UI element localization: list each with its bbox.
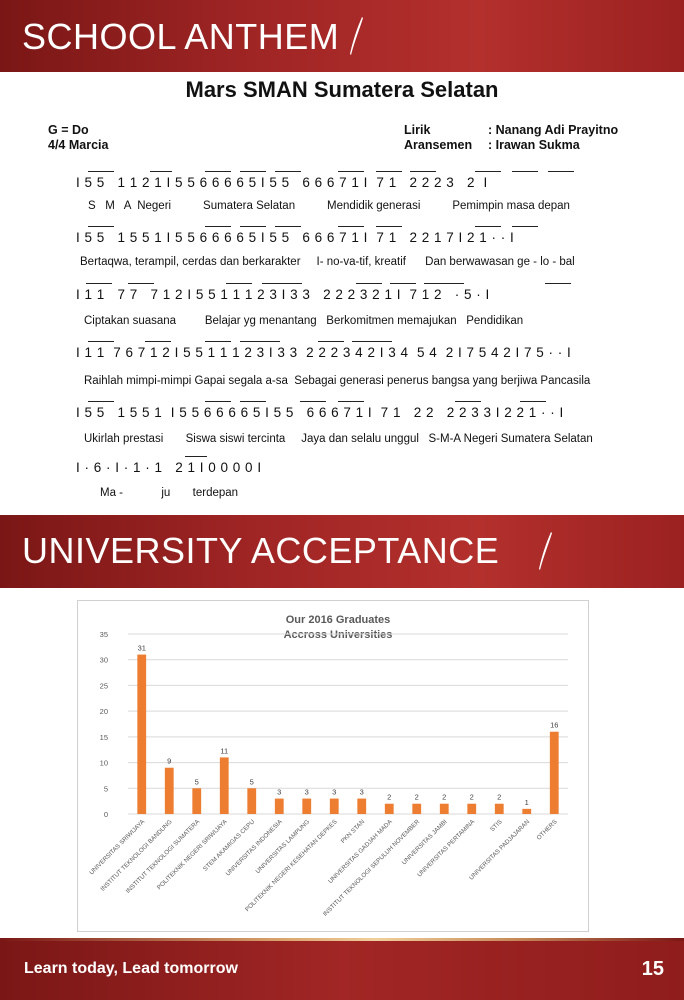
data-label: 2	[497, 793, 501, 802]
data-label: 1	[525, 798, 529, 807]
y-tick-label: 25	[100, 681, 108, 690]
data-label: 2	[415, 793, 419, 802]
data-label: 16	[550, 721, 558, 730]
bar	[247, 788, 257, 814]
category-label: STEM AKAMIGAS CEPU	[202, 818, 256, 872]
y-tick-label: 5	[104, 784, 108, 793]
chart-title-line-2: Accross Universities	[284, 629, 393, 641]
data-label: 2	[442, 793, 446, 802]
bar	[192, 788, 202, 814]
data-label: 31	[138, 644, 146, 653]
data-label: 11	[220, 746, 228, 755]
data-label: 5	[250, 777, 254, 786]
bar	[467, 803, 477, 814]
lyric-line: Bertaqwa, terampil, cerdas dan berkarakt…	[80, 256, 575, 268]
chart-gridlines	[128, 633, 568, 815]
data-label: 3	[305, 788, 309, 797]
category-label: UNIVERSITAS LAMPUNG	[255, 818, 312, 875]
category-label: STIS	[489, 818, 504, 833]
graduates-chart: Our 2016 Graduates Accross Universities …	[77, 600, 589, 932]
notation-line: I 5 5 1 5 5 1 I 5 5 6 6 6 6 5 I 5 5 6 6 …	[76, 405, 564, 420]
notation-line: I 5 5 1 1 2 1 I 5 5 6 6 6 6 5 I 5 5 6 6 …	[76, 175, 488, 190]
y-tick-label: 10	[100, 759, 108, 768]
lyric-line: Ukirlah prestasi Siswa siswi tercinta Ja…	[84, 433, 593, 445]
page-number: 15	[641, 958, 664, 980]
feather-icon	[539, 532, 552, 570]
school-anthem-banner: SCHOOL ANTHEM	[0, 0, 684, 72]
data-label: 3	[332, 788, 336, 797]
university-acceptance-banner: UNIVERSITY ACCEPTANCE	[0, 515, 684, 588]
category-label: INSTITUT TEKNOLOGI SEPULUH NOVEMBER	[322, 818, 422, 918]
notation-line: I 1 1 7 6 7 1 2 I 5 5 1 1 1 2 3 I 3 3 2 …	[76, 345, 572, 360]
notation-line: I · 6 · I · 1 · 1 2 1 I 0 0 0 0 I	[76, 460, 262, 475]
y-tick-label: 35	[100, 630, 108, 639]
category-label: UNIVERSITAS INDONESIA	[225, 818, 285, 878]
bar	[219, 757, 229, 814]
data-label: 5	[195, 777, 199, 786]
category-label: UNIVERSITAS PADJAJARAN	[468, 818, 531, 881]
y-tick-label: 15	[100, 733, 108, 742]
y-tick-label: 0	[104, 810, 108, 819]
bar	[302, 798, 312, 814]
bar	[494, 803, 504, 814]
data-label: 3	[360, 788, 364, 797]
category-label: PKN STAN	[340, 818, 367, 845]
bar	[164, 767, 174, 814]
bar	[522, 808, 532, 814]
arranger-label: Aransemen	[404, 138, 473, 152]
bar	[329, 798, 339, 814]
y-tick-label: 20	[100, 707, 108, 716]
chart-title-line-1: Our 2016 Graduates	[286, 614, 391, 626]
data-label: 9	[167, 757, 171, 766]
notation-line: I 1 1 7 7 7 1 2 I 5 5 1 1 1 2 3 I 3 3 2 …	[76, 287, 490, 302]
category-label: UNIVERSITAS PERTAMINA	[416, 818, 477, 879]
song-title: Mars SMAN Sumatera Selatan	[185, 77, 499, 102]
chart-bars	[137, 654, 559, 814]
bar	[439, 803, 449, 814]
bar-chart: Our 2016 Graduates Accross Universities …	[88, 614, 568, 918]
lyric-line: Ma - ju terdepan	[100, 487, 239, 499]
bar	[357, 798, 367, 814]
lyric-line: S M A Negeri Sumatera Selatan Mendidik g…	[88, 200, 570, 212]
bar	[274, 798, 284, 814]
lyricist-label: Lirik	[404, 123, 431, 137]
lyricist-name: : Nanang Adi Prayitno	[488, 123, 619, 137]
lyric-line: Raihlah mimpi-mimpi Gapai segala a-sa Se…	[84, 375, 591, 387]
footer-bar	[0, 941, 684, 1000]
notation-line: I 5 5 1 5 5 1 I 5 5 6 6 6 6 5 I 5 5 6 6 …	[76, 230, 515, 245]
data-label: 3	[277, 788, 281, 797]
feather-icon	[350, 17, 363, 55]
song-key: G = Do	[48, 123, 89, 137]
category-label: OTHERS	[535, 818, 558, 841]
bar	[137, 654, 147, 814]
footer-motto: Learn today, Lead tomorrow	[24, 960, 238, 977]
bar	[384, 803, 394, 814]
lyric-line: Ciptakan suasana Belajar yg menantang Be…	[84, 315, 524, 327]
section-title-university-acceptance: UNIVERSITY ACCEPTANCE	[22, 530, 500, 571]
category-label: UNIVERSITAS SRIWIJAYA	[88, 818, 147, 877]
data-label: 2	[387, 793, 391, 802]
bar	[412, 803, 422, 814]
bar	[549, 731, 559, 814]
data-label: 2	[470, 793, 474, 802]
y-tick-label: 30	[100, 656, 108, 665]
arranger-name: : Irawan Sukma	[488, 138, 580, 152]
song-time-signature: 4/4 Marcia	[48, 138, 109, 152]
section-title-school-anthem: SCHOOL ANTHEM	[22, 16, 340, 57]
